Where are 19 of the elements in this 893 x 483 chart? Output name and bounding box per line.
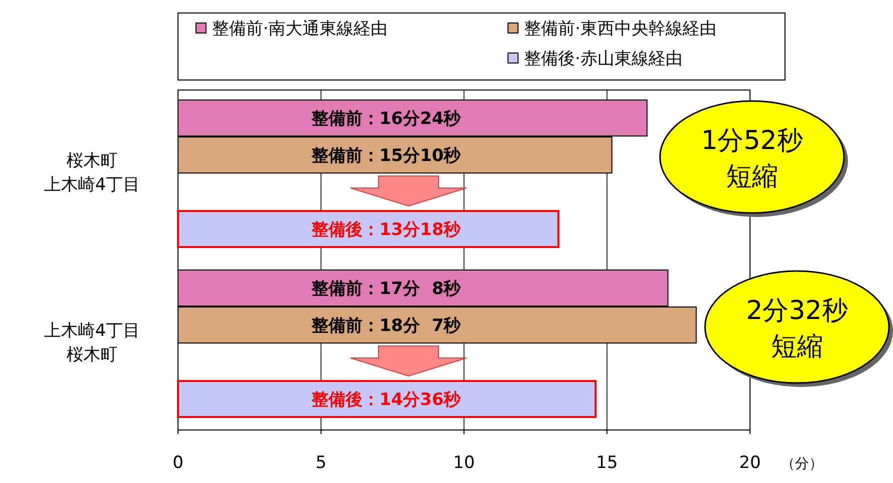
legend-label: 整備前·東西中央幹線経由 — [524, 19, 716, 39]
data-label: 整備後：14分36秒 — [310, 390, 462, 410]
data-label: 整備前：16分24秒 — [310, 109, 462, 129]
x-tick-label: 5 — [316, 453, 326, 473]
x-axis-title: （分） — [781, 456, 823, 472]
annotation: 2分32秒短縮 — [746, 296, 848, 362]
x-tick-label: 15 — [596, 453, 618, 473]
data-label: 整備前：17分 8秒 — [310, 279, 462, 299]
category: 桜木町上木崎4丁目 — [44, 151, 140, 195]
legend-label: 整備後·赤山東線経由 — [524, 49, 682, 69]
data-label: 整備前：18分 7秒 — [310, 316, 462, 336]
data-label: 整備後：13分18秒 — [310, 220, 462, 240]
x-tick-label: 20 — [739, 453, 761, 473]
category: 上木崎4丁目桜木町 — [44, 321, 140, 365]
annotation: 1分52秒短縮 — [701, 126, 803, 192]
x-tick-label: 0 — [172, 453, 184, 473]
x-tick-label: 10 — [453, 453, 475, 473]
legend-label: 整備前·南大通東線経由 — [212, 19, 388, 39]
data-label: 整備前：15分10秒 — [310, 146, 462, 166]
